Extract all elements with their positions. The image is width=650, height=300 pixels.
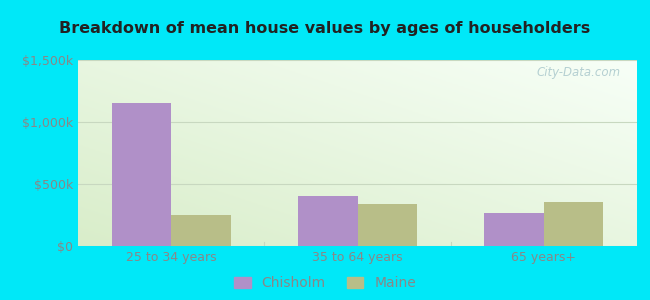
Bar: [544, 202, 603, 246]
Bar: [484, 212, 544, 246]
Text: City-Data.com: City-Data.com: [536, 66, 620, 79]
Text: Breakdown of mean house values by ages of householders: Breakdown of mean house values by ages o…: [59, 21, 591, 36]
Bar: [298, 196, 358, 246]
Bar: [171, 215, 231, 246]
Legend: Chisholm, Maine: Chisholm, Maine: [234, 276, 416, 290]
Bar: [112, 103, 171, 246]
Bar: [358, 204, 417, 246]
